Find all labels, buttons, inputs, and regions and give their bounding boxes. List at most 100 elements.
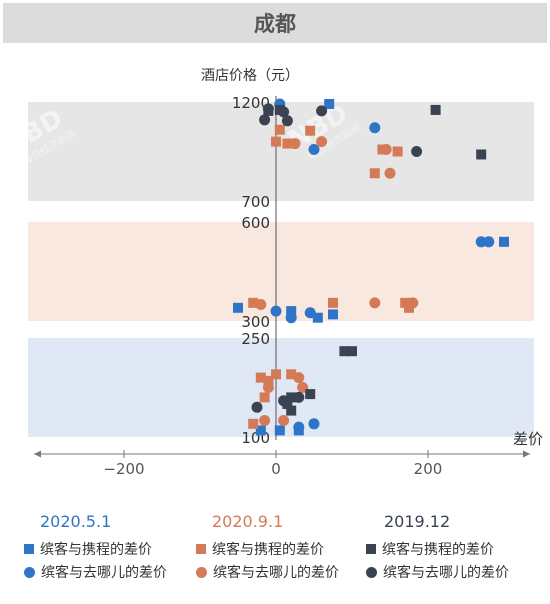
point-square-s2: [305, 125, 316, 136]
x-tick-label: −200: [103, 460, 144, 478]
point-circle-s5: [411, 146, 423, 157]
legend-label: 缤客与去哪儿的差价: [213, 565, 339, 581]
point-square-s2: [392, 146, 403, 157]
point-square-s4: [339, 346, 350, 357]
point-square-s2: [248, 297, 259, 308]
x-axis-right-arrow-icon: [523, 450, 530, 458]
circle-marker-icon: [24, 566, 35, 578]
y-tick-label: 300: [241, 313, 270, 331]
legend-period-2: 2020.9.1: [212, 512, 284, 531]
point-circle-s5: [278, 395, 290, 407]
legend-label: 缤客与携程的差价: [382, 542, 494, 558]
point-square-s4: [286, 392, 297, 403]
point-square-s2: [404, 302, 414, 313]
point-square-s0: [255, 425, 266, 436]
x-tick-label: 200: [414, 460, 443, 478]
price-band-2: [28, 222, 534, 321]
price-bands: [28, 102, 534, 437]
x-axis-title: 差价: [513, 430, 543, 448]
circle-marker-icon: [196, 566, 207, 578]
y-axis-title: 酒店价格（元）: [201, 68, 299, 84]
price-band-1: [28, 102, 534, 201]
point-circle-s1: [270, 305, 282, 317]
circle-marker-icon: [366, 566, 377, 578]
legend-item-ctrip-2020-9: 缤客与携程的差价: [196, 539, 324, 559]
point-square-s0: [499, 236, 509, 247]
legend-label: 缤客与去哪儿的差价: [41, 565, 167, 581]
point-square-s0: [274, 425, 285, 436]
data-points: [233, 98, 509, 436]
point-square-s2: [259, 392, 270, 403]
point-square-s0: [286, 306, 297, 317]
legend-period-3: 2019.12: [384, 512, 451, 531]
point-circle-s1: [475, 236, 487, 248]
point-circle-s1: [308, 418, 320, 430]
legend-label: 缤客与携程的差价: [40, 542, 152, 558]
point-square-s0: [328, 309, 338, 320]
point-square-s2: [286, 369, 297, 380]
point-circle-s3: [316, 136, 328, 148]
square-marker-icon: [196, 544, 206, 554]
point-circle-s5: [259, 114, 271, 126]
point-circle-s3: [369, 297, 381, 309]
point-circle-s3: [407, 297, 419, 309]
legend-item-qunar-2019-12: 缤客与去哪儿的差价: [366, 562, 509, 582]
legend-period-1: 2020.5.1: [40, 512, 112, 531]
point-square-s2: [248, 418, 259, 429]
point-square-s4: [476, 149, 487, 160]
point-square-s2: [274, 124, 285, 135]
point-circle-s3: [384, 167, 396, 179]
point-circle-s3: [278, 415, 290, 426]
point-square-s0: [312, 312, 323, 323]
point-circle-s3: [380, 144, 392, 156]
point-square-s2: [263, 375, 274, 386]
point-circle-s3: [262, 382, 274, 393]
point-square-s4: [430, 104, 441, 115]
point-square-s4: [305, 389, 316, 400]
square-marker-icon: [24, 544, 34, 554]
y-tick-label: 600: [241, 214, 270, 232]
point-circle-s1: [285, 312, 297, 324]
legend-label: 缤客与携程的差价: [212, 542, 324, 558]
point-circle-s5: [251, 401, 263, 413]
point-circle-s1: [369, 122, 381, 134]
point-circle-s3: [259, 415, 271, 426]
legend-label: 缤客与去哪儿的差价: [383, 565, 509, 581]
x-tick-label: 0: [271, 460, 281, 478]
point-circle-s1: [293, 421, 305, 433]
point-circle-s5: [278, 106, 290, 118]
point-square-s2: [255, 372, 266, 383]
y-tick-label: 700: [241, 193, 270, 211]
point-circle-s1: [304, 307, 316, 319]
point-square-s2: [282, 138, 293, 149]
y-tick-label: 250: [241, 330, 270, 348]
chart-title: 成都: [254, 12, 296, 36]
point-circle-s3: [293, 372, 305, 384]
point-circle-s3: [255, 299, 267, 310]
x-axis-left-arrow-icon: [34, 450, 41, 458]
point-circle-s5: [316, 105, 328, 117]
legend-item-qunar-2020-9: 缤客与去哪儿的差价: [196, 562, 339, 582]
point-circle-s5: [293, 391, 305, 403]
point-square-s4: [347, 346, 357, 357]
point-circle-s1: [308, 144, 320, 156]
point-square-s0: [324, 98, 335, 109]
point-square-s2: [271, 136, 281, 147]
chart-title-bar: 成都: [3, 3, 547, 43]
legend-item-ctrip-2020-5: 缤客与携程的差价: [24, 539, 152, 559]
y-tick-label: 1200: [232, 94, 270, 112]
square-marker-icon: [366, 544, 376, 554]
point-circle-s1: [483, 236, 495, 248]
point-circle-s3: [289, 138, 301, 150]
point-square-s4: [286, 405, 297, 416]
point-circle-s5: [281, 115, 293, 127]
point-square-s0: [233, 302, 243, 313]
point-circle-s5: [262, 103, 274, 115]
legend: 2020.5.1 2020.9.1 2019.12 缤客与携程的差价 缤客与去哪…: [0, 512, 550, 592]
legend-item-qunar-2020-5: 缤客与去哪儿的差价: [24, 562, 167, 582]
legend-item-ctrip-2019-12: 缤客与携程的差价: [366, 539, 494, 559]
point-square-s2: [369, 168, 380, 179]
point-square-s2: [271, 369, 281, 380]
point-square-s2: [328, 297, 338, 308]
